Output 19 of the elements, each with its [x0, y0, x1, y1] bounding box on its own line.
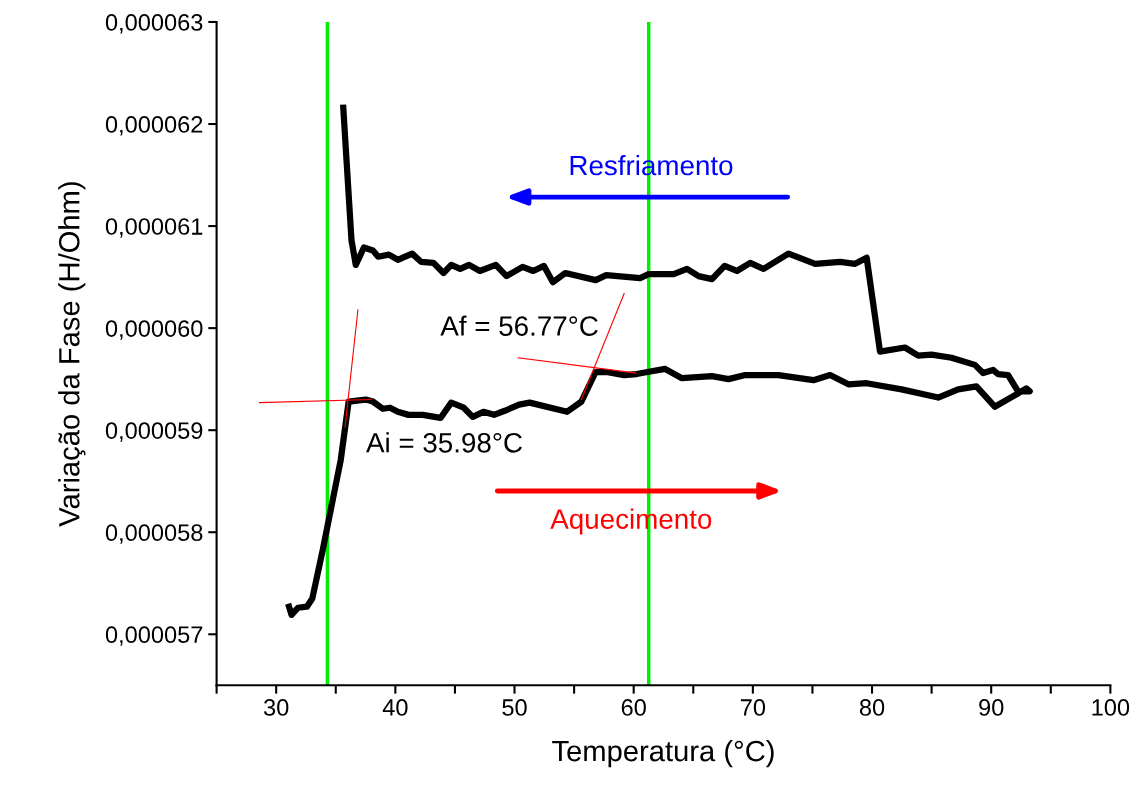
x-tick-label: 40 — [382, 699, 408, 716]
x-axis-title: Temperatura (°C) — [552, 739, 774, 768]
y-tick-label: 0,000063 — [105, 14, 203, 34]
y-axis-title: Variação da Fase (H/Ohm) — [58, 182, 86, 527]
annotation: Af = 56.77°C — [440, 315, 598, 336]
x-tick-label: 80 — [859, 699, 885, 716]
y-tick-label: 0,000058 — [105, 524, 203, 544]
y-tick-label: 0,000057 — [105, 626, 203, 646]
y-tick-label: 0,000060 — [105, 320, 203, 340]
y-tick-label: 0,000061 — [105, 218, 203, 238]
x-tick-label: 30 — [263, 699, 289, 716]
x-tick-label: 60 — [621, 699, 646, 716]
annotation: Ai = 35.98°C — [366, 432, 522, 453]
x-tick-label: 100 — [1092, 699, 1130, 716]
x-tick-label: 50 — [502, 699, 527, 716]
x-tick-label: 90 — [979, 699, 1004, 716]
y-tick-label: 0,000062 — [105, 116, 203, 136]
x-tick-label: 70 — [740, 699, 766, 716]
y-tick-label: 0,000059 — [105, 422, 203, 442]
